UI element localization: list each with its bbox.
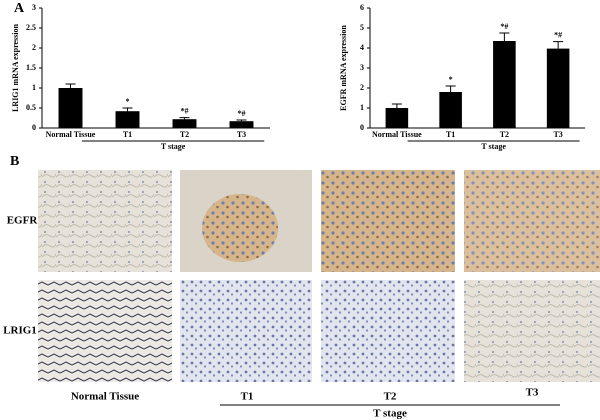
image: [38, 170, 172, 272]
panel-label: B: [10, 154, 19, 169]
group-label: T stage: [161, 142, 186, 151]
column-label: T2: [384, 391, 397, 403]
image: [180, 280, 312, 382]
bar: [385, 108, 409, 128]
x-tick-label: T1: [446, 130, 455, 139]
y-tick-label: 5: [360, 23, 364, 32]
bar: [439, 92, 462, 128]
bar: [172, 119, 197, 128]
column-label: Normal Tissue: [71, 391, 139, 403]
annotation: *#: [181, 106, 189, 115]
y-tick-label: 1: [32, 83, 36, 92]
error-bar: [236, 119, 247, 122]
annotation: *: [126, 97, 130, 106]
y-axis-label: LRIG1 mRNA expression: [11, 24, 20, 112]
annotation: *#: [238, 109, 246, 118]
image-detail: [202, 194, 278, 262]
bar: [229, 121, 254, 128]
y-tick-label: 1.5: [26, 63, 36, 72]
x-tick-label: T3: [553, 130, 562, 139]
x-tick-label: Normal Tissue: [46, 130, 96, 139]
x-tick-label: T3: [237, 130, 246, 139]
column-label: T1: [241, 391, 254, 403]
x-tick-label: T2: [180, 130, 189, 139]
bar: [58, 88, 83, 128]
image: [321, 280, 455, 382]
y-tick-label: 6: [360, 3, 364, 12]
error-bar: [122, 107, 133, 112]
x-tick-label: T1: [123, 130, 132, 139]
annotation: *#: [554, 30, 562, 39]
column-label: T3: [526, 387, 539, 399]
y-tick-label: 3: [32, 3, 36, 12]
image: [464, 170, 600, 272]
y-tick-label: 0.5: [26, 103, 36, 112]
bar: [546, 48, 570, 128]
error-bar: [499, 32, 510, 41]
bar: [115, 111, 140, 128]
image: [321, 170, 455, 272]
y-tick-label: 3: [360, 63, 364, 72]
bar: [493, 41, 516, 128]
group-label: T stage: [373, 408, 407, 420]
image: [38, 280, 172, 382]
y-axis-label: EGFR mRNA expression: [339, 25, 348, 111]
x-tick-label: Normal Tissue: [372, 130, 422, 139]
annotation: *: [449, 75, 453, 84]
y-tick-label: 0: [360, 123, 364, 132]
row-label: LRIG1: [3, 325, 37, 337]
error-bar: [553, 41, 564, 49]
error-bar: [65, 83, 76, 88]
panel-label: A: [14, 1, 25, 16]
group-label: T stage: [481, 142, 506, 151]
error-bar: [179, 117, 190, 120]
y-tick-label: 2.5: [26, 23, 36, 32]
y-tick-label: 2: [32, 43, 36, 52]
error-bar: [445, 85, 456, 92]
y-tick-label: 2: [360, 83, 364, 92]
error-bar: [391, 103, 402, 108]
y-tick-label: 4: [360, 43, 364, 52]
x-tick-label: T2: [500, 130, 509, 139]
y-tick-label: 0: [32, 123, 36, 132]
row-label: EGFR: [7, 215, 39, 227]
micrographs: [38, 170, 600, 382]
image: [464, 280, 600, 382]
annotation: *#: [500, 22, 508, 31]
y-tick-label: 1: [360, 103, 364, 112]
